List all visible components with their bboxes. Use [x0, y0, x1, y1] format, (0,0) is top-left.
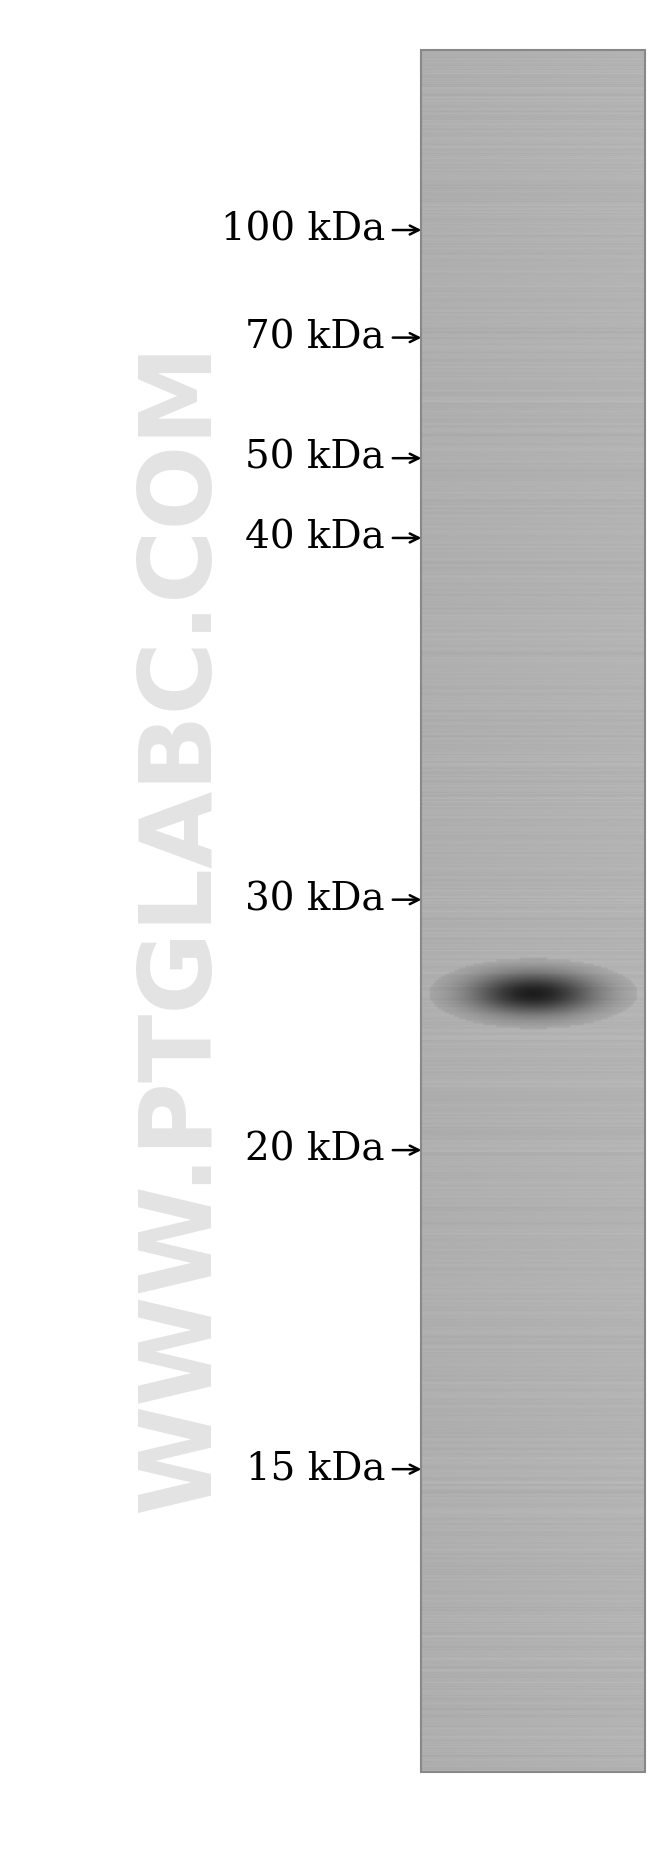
Text: 40 kDa: 40 kDa [245, 519, 385, 556]
Text: 50 kDa: 50 kDa [246, 440, 385, 477]
Text: WWW.PTGLABC.COM: WWW.PTGLABC.COM [133, 341, 231, 1514]
Text: 20 kDa: 20 kDa [246, 1132, 385, 1169]
Text: 15 kDa: 15 kDa [246, 1451, 385, 1488]
Text: 70 kDa: 70 kDa [246, 319, 385, 356]
Text: 100 kDa: 100 kDa [221, 211, 385, 249]
Bar [421, 50, 645, 1772]
Text: 30 kDa: 30 kDa [246, 881, 385, 918]
